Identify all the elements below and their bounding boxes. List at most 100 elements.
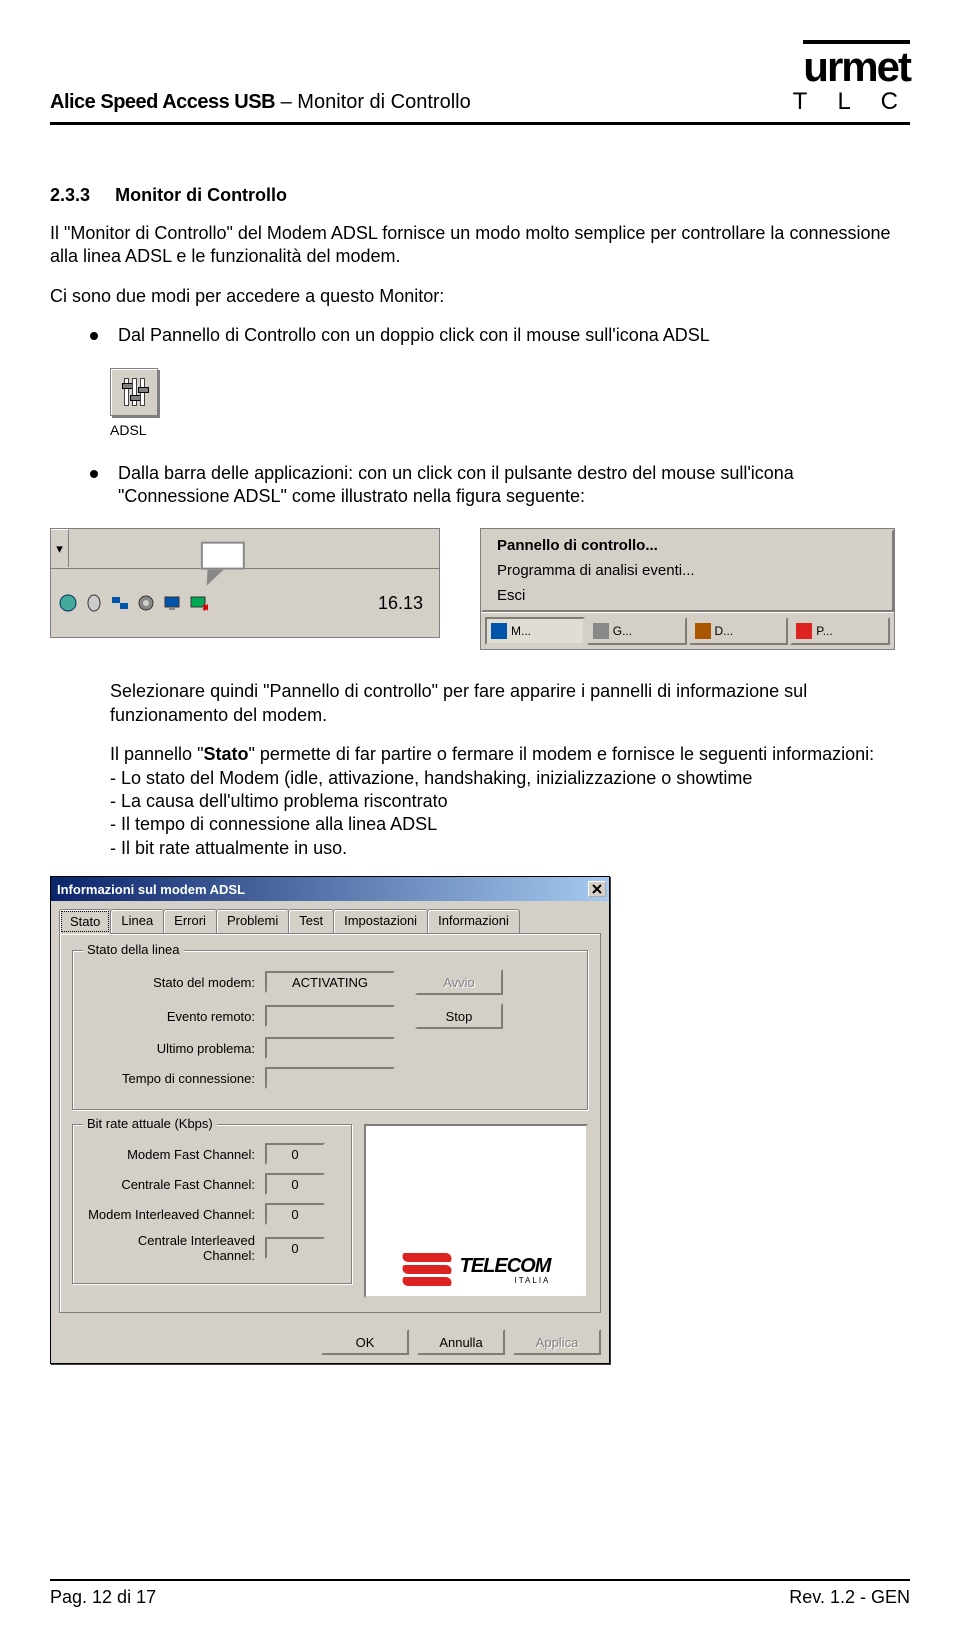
bullet-dot-icon [90, 470, 98, 478]
telecom-logo-text: TELECOM [460, 1255, 551, 1278]
value-ultimo-problema [265, 1037, 395, 1059]
ctx-menu-item-exit[interactable]: Esci [485, 583, 890, 608]
close-icon [592, 884, 602, 894]
select-panel-paragraph: Selezionare quindi "Pannello di controll… [110, 680, 910, 727]
svg-text:✖: ✖ [202, 603, 208, 613]
taskbar-button-label: D... [715, 624, 734, 638]
avvio-button[interactable]: Avvio [415, 969, 503, 995]
bullet-dot-icon [90, 332, 98, 340]
close-button[interactable] [588, 881, 606, 897]
section-heading: 2.3.3 Monitor di Controllo [50, 185, 910, 206]
page-header: Alice Speed Access USB – Monitor di Cont… [50, 40, 910, 125]
taskbar-button-label: M... [511, 624, 531, 638]
tab-informazioni[interactable]: Informazioni [427, 909, 520, 933]
tray-gear-icon[interactable] [135, 592, 157, 614]
header-separator: – [281, 91, 298, 113]
label-stato-modem: Stato del modem: [85, 975, 265, 990]
taskbar-button[interactable]: M... [485, 617, 585, 645]
brand-logo: urmet T L C [793, 40, 910, 114]
dialog-title: Informazioni sul modem ADSL [57, 882, 245, 897]
tab-errori[interactable]: Errori [163, 909, 217, 933]
header-title: Alice Speed Access USB – Monitor di Cont… [50, 91, 471, 114]
taskbar-button[interactable]: D... [689, 617, 789, 645]
groupbox-stato-linea: Stato della linea Stato del modem: ACTIV… [72, 950, 588, 1110]
stop-button[interactable]: Stop [415, 1003, 503, 1029]
adsl-icon-figure: ADSL [110, 368, 910, 438]
apply-button[interactable]: Applica [513, 1329, 601, 1355]
taskbar-button[interactable]: G... [587, 617, 687, 645]
label-modem-interleaved: Modem Interleaved Channel: [85, 1207, 265, 1222]
tab-strip: Stato Linea Errori Problemi Test Imposta… [51, 901, 609, 933]
value-modem-fast: 0 [265, 1143, 325, 1165]
label-centrale-interleaved: Centrale Interleaved Channel: [85, 1233, 265, 1263]
value-stato-modem: ACTIVATING [265, 971, 395, 993]
two-ways-paragraph: Ci sono due modi per accedere a questo M… [50, 285, 910, 308]
tab-impostazioni[interactable]: Impostazioni [333, 909, 428, 933]
label-tempo-connessione: Tempo di connessione: [85, 1071, 265, 1086]
tab-problemi[interactable]: Problemi [216, 909, 289, 933]
bullet2-text: Dalla barra delle applicazioni: con un c… [118, 462, 910, 509]
label-evento-remoto: Evento remoto: [85, 1009, 265, 1024]
app-icon [695, 623, 711, 639]
adsl-control-panel-icon[interactable] [110, 368, 158, 416]
tab-test[interactable]: Test [288, 909, 334, 933]
taskbar-button-label: P... [816, 624, 832, 638]
taskbar-screenshot-left: ▾ ✖ 16.13 [50, 528, 440, 638]
tab-stato[interactable]: Stato [59, 909, 111, 934]
app-icon [593, 623, 609, 639]
tray-clock: 16.13 [378, 593, 433, 614]
adsl-icon-label: ADSL [110, 422, 910, 438]
section-title: Monitor di Controllo [115, 185, 287, 205]
bullet1-text: Dal Pannello di Controllo con un doppio … [118, 324, 710, 347]
product-name: Alice Speed Access USB [50, 91, 275, 113]
tab-linea[interactable]: Linea [110, 909, 164, 933]
stato-line-2: - La causa dell'ultimo problema riscontr… [110, 791, 448, 811]
stato-line-4: - Il bit rate attualmente in uso. [110, 838, 347, 858]
intro-paragraph: Il "Monitor di Controllo" del Modem ADSL… [50, 222, 910, 269]
groupbox-title: Stato della linea [83, 942, 184, 957]
ctx-menu-item-panel[interactable]: Pannello di controllo... [485, 533, 890, 558]
taskbar-button[interactable]: P... [790, 617, 890, 645]
bullet-item-1: Dal Pannello di Controllo con un doppio … [90, 324, 910, 347]
footer-revision: Rev. 1.2 - GEN [789, 1587, 910, 1608]
logo-tlc-text: T L C [793, 90, 910, 114]
taskbar-expand-icon[interactable]: ▾ [51, 529, 69, 567]
stato-line-1: - Lo stato del Modem (idle, attivazione,… [110, 768, 752, 788]
stato-intro-paragraph: Il pannello "Stato" permette di far part… [110, 743, 910, 860]
stato-line-3: - Il tempo di connessione alla linea ADS… [110, 814, 437, 834]
modem-info-dialog: Informazioni sul modem ADSL Stato Linea … [50, 876, 610, 1364]
cancel-button[interactable]: Annulla [417, 1329, 505, 1355]
dialog-button-row: OK Annulla Applica [51, 1321, 609, 1363]
taskbar-screenshot-right: Pannello di controllo... Programma di an… [480, 528, 895, 650]
value-centrale-fast: 0 [265, 1173, 325, 1195]
taskbar-button-label: G... [613, 624, 632, 638]
bullet-item-2: Dalla barra delle applicazioni: con un c… [90, 462, 910, 509]
telecom-logo: TELECOM ITALIA [402, 1253, 551, 1286]
value-modem-interleaved: 0 [265, 1203, 325, 1225]
label-centrale-fast: Centrale Fast Channel: [85, 1177, 265, 1192]
tray-adsl-icon[interactable]: ✖ [187, 592, 209, 614]
telecom-waves-icon [402, 1253, 452, 1286]
telecom-logo-panel: TELECOM ITALIA [364, 1124, 588, 1298]
footer-page-number: Pag. 12 di 17 [50, 1587, 156, 1608]
value-evento-remoto [265, 1005, 395, 1027]
app-icon [796, 623, 812, 639]
value-tempo-connessione [265, 1067, 395, 1089]
page-footer: Pag. 12 di 17 Rev. 1.2 - GEN [50, 1579, 910, 1608]
app-icon [491, 623, 507, 639]
header-subtitle: Monitor di Controllo [297, 91, 470, 113]
tray-mouse-icon[interactable] [83, 592, 105, 614]
ctx-menu-item-events[interactable]: Programma di analisi eventi... [485, 558, 890, 583]
tray-display-icon[interactable] [161, 592, 183, 614]
label-ultimo-problema: Ultimo problema: [85, 1041, 265, 1056]
section-number: 2.3.3 [50, 185, 90, 205]
context-menu: Pannello di controllo... Programma di an… [481, 529, 894, 612]
groupbox-bitrate: Bit rate attuale (Kbps) Modem Fast Chann… [72, 1124, 352, 1284]
label-modem-fast: Modem Fast Channel: [85, 1147, 265, 1162]
ok-button[interactable]: OK [321, 1329, 409, 1355]
value-centrale-interleaved: 0 [265, 1237, 325, 1259]
tray-network-icon[interactable] [109, 592, 131, 614]
dialog-titlebar[interactable]: Informazioni sul modem ADSL [51, 877, 609, 901]
tab-panel-stato: Stato della linea Stato del modem: ACTIV… [59, 933, 601, 1313]
tray-globe-icon[interactable] [57, 592, 79, 614]
